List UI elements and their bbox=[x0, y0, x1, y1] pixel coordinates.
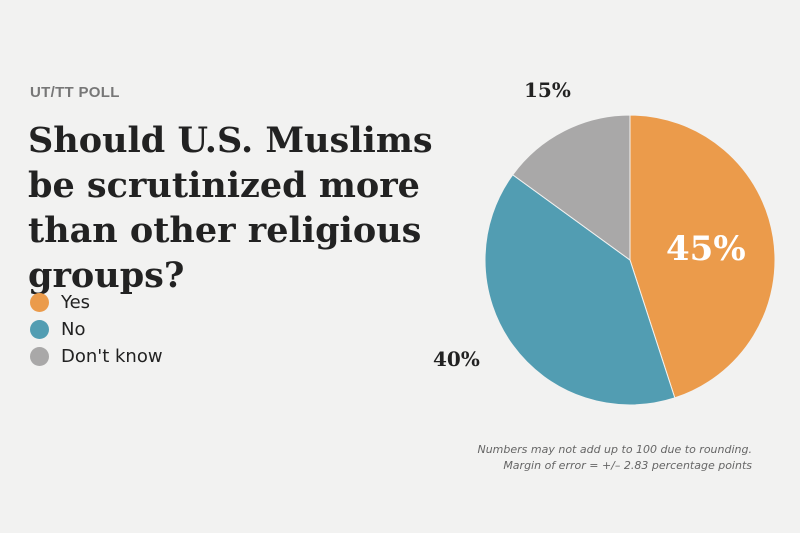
legend-item-yes: Yes bbox=[30, 289, 163, 316]
slice-label-yes: 45% bbox=[666, 229, 746, 269]
legend-swatch-no bbox=[30, 320, 49, 339]
legend-swatch-yes bbox=[30, 293, 49, 312]
footnote: Numbers may not add up to 100 due to rou… bbox=[477, 442, 752, 474]
legend-swatch-dont-know bbox=[30, 347, 49, 366]
pie-chart bbox=[484, 114, 776, 406]
legend-label-yes: Yes bbox=[61, 292, 91, 313]
footnote-margin: Margin of error = +/– 2.83 percentage po… bbox=[503, 459, 752, 472]
legend-label-dont-know: Don't know bbox=[61, 346, 163, 367]
slice-label-dont-know: 15% bbox=[524, 78, 571, 102]
legend-item-dont-know: Don't know bbox=[30, 343, 163, 370]
legend-item-no: No bbox=[30, 316, 163, 343]
footnote-rounding: Numbers may not add up to 100 due to rou… bbox=[477, 443, 752, 456]
legend: Yes No Don't know bbox=[30, 289, 163, 370]
chart-title: Should U.S. Muslims be scrutinized more … bbox=[28, 120, 433, 296]
poll-kicker: UT/TT POLL bbox=[30, 84, 120, 101]
slice-label-no: 40% bbox=[433, 347, 480, 371]
pie-slice-dont-know bbox=[511, 114, 631, 261]
legend-label-no: No bbox=[61, 319, 86, 340]
pie-slice-yes bbox=[629, 114, 776, 399]
pie-slice-no bbox=[484, 174, 676, 406]
